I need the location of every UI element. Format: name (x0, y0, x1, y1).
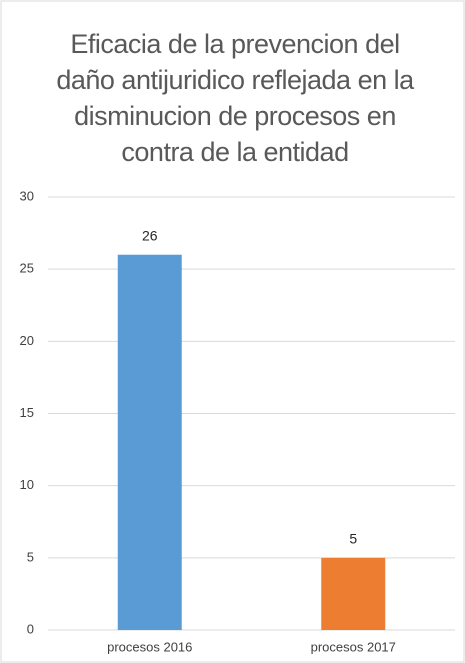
chart-title: Eficacia de la prevencion del daño antij… (56, 29, 414, 167)
y-tick-label: 25 (20, 261, 34, 276)
y-tick-label: 20 (20, 333, 34, 348)
bar (117, 254, 182, 630)
bar (321, 557, 386, 630)
x-tick-label: procesos 2016 (107, 639, 192, 654)
y-tick-label: 5 (27, 549, 34, 564)
data-label: 26 (142, 227, 158, 243)
y-tick-label: 0 (27, 621, 34, 636)
y-tick-label: 15 (20, 405, 34, 420)
y-tick-label: 10 (20, 477, 34, 492)
y-tick-label: 30 (20, 188, 34, 203)
x-tick-label: procesos 2017 (311, 639, 396, 654)
data-label: 5 (349, 531, 357, 547)
